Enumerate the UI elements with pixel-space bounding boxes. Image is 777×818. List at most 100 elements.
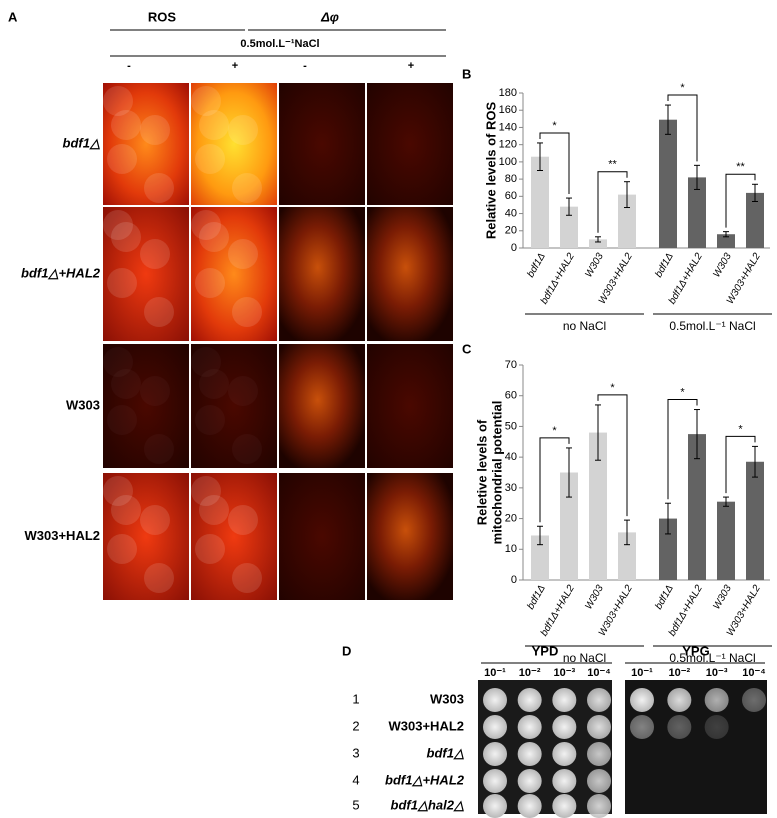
y-axis-label: Reletive levels of [474,419,489,525]
micrograph [367,344,453,468]
bar [659,119,677,248]
cell [107,268,137,298]
dilution-label: 10⁻² [519,667,541,679]
spot [630,688,654,712]
dilution-label: 10⁻⁴ [587,667,610,679]
y-tick-label: 50 [505,420,517,432]
row-label: W303 [66,397,100,412]
bar [618,532,636,580]
strain-label: bdf1△ [427,745,464,760]
cell [140,115,170,145]
cell [140,376,170,406]
x-tick-label: W303 [583,251,606,280]
row-number: 2 [352,718,359,733]
bar [717,501,735,580]
group-label: no NaCl [563,651,606,665]
panel-label: D [342,643,351,658]
panel-label: A [8,9,18,24]
bar [531,535,549,580]
significance-label: ** [608,159,617,171]
spot [742,688,766,712]
spot [483,688,507,712]
medium-label: YPD [532,643,559,658]
micrograph [191,83,277,205]
row-number: 5 [352,797,359,812]
x-tick-label: W303 [711,583,734,612]
spot [483,794,507,818]
cell [228,505,258,535]
group-label: 0.5mol.L⁻¹ NaCl [669,651,755,665]
spot [704,688,729,712]
dilution-label: 10⁻³ [706,667,728,679]
cell [103,86,133,116]
spot [552,715,577,739]
cell [191,476,221,506]
cell [107,144,137,174]
cell [191,210,221,240]
cell [103,210,133,240]
spot [587,742,611,766]
cell [232,434,262,464]
significance-label: * [680,82,685,94]
y-tick-label: 30 [505,482,517,494]
dilution-label: 10⁻⁴ [742,667,765,679]
y-tick-label: 60 [505,390,517,402]
cell [140,239,170,269]
spot [552,688,577,712]
spot [667,715,692,739]
x-tick-label: bdf1Δ [525,583,548,611]
bar [618,194,636,248]
x-tick-label: bdf1Δ [653,251,676,279]
spot [517,742,542,766]
cell [232,173,262,203]
micrograph [279,473,365,600]
y-tick-label: 100 [499,156,517,168]
cell [144,297,174,327]
spot [552,794,577,818]
y-tick-label: 180 [499,87,517,99]
micrograph [103,473,189,600]
strain-label: W303+HAL2 [389,718,465,733]
cell [228,376,258,406]
bar [560,472,578,580]
y-axis-label: mitochondrial potential [489,401,504,545]
y-tick-label: 0 [511,574,517,586]
cell [195,268,225,298]
cell [195,144,225,174]
strain-label: bdf1△hal2△ [391,797,464,812]
cell [111,222,141,252]
x-tick-label: W303 [583,583,606,612]
cell [195,405,225,435]
group-label: no NaCl [563,319,606,333]
micrograph [279,207,365,341]
spot [483,742,507,766]
spot [517,794,542,818]
cell [111,495,141,525]
bar [531,156,549,248]
x-tick-label: bdf1Δ [525,251,548,279]
cell [107,405,137,435]
significance-label: * [552,120,557,132]
y-axis-label: Relative levels of ROS [483,102,498,240]
bar [746,192,764,248]
micrograph [191,344,277,468]
row-label: bdf1△+HAL2 [21,265,101,280]
cell [195,534,225,564]
y-tick-label: 20 [505,512,517,524]
cell [103,476,133,506]
significance-label: * [680,386,685,398]
bar [589,432,607,580]
cell [199,495,229,525]
significance-bracket [725,435,756,494]
dilution-label: 10⁻¹ [631,667,653,679]
cell [199,369,229,399]
row-label: W303+HAL2 [25,528,101,543]
y-tick-label: 0 [511,242,517,254]
significance-bracket [539,132,570,195]
micrograph [279,83,365,205]
spot [587,769,611,793]
bar [560,206,578,248]
bar [717,234,735,248]
row-number: 3 [352,745,359,760]
